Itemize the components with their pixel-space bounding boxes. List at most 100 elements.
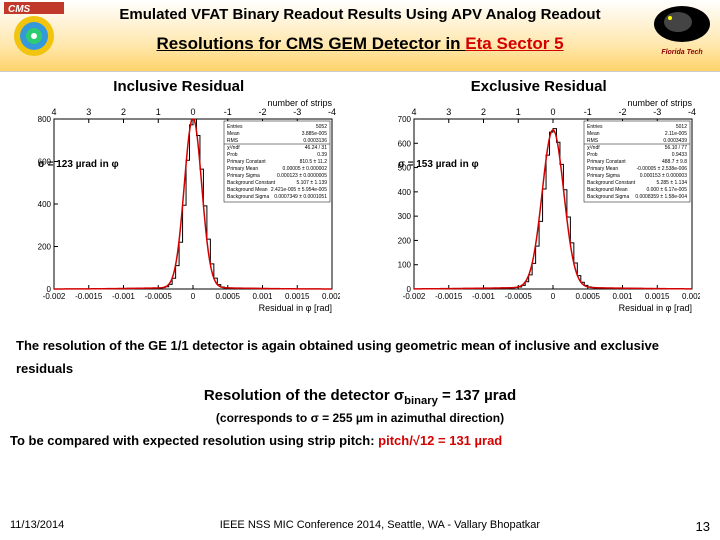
svg-text:0.001: 0.001 <box>252 292 273 301</box>
svg-text:0.00005 ± 0.000002: 0.00005 ± 0.000002 <box>283 166 328 172</box>
svg-text:1: 1 <box>516 107 521 117</box>
svg-text:Entries: Entries <box>587 124 603 130</box>
svg-text:0: 0 <box>550 107 555 117</box>
svg-text:Prob: Prob <box>227 152 238 158</box>
svg-text:Primary Sigma: Primary Sigma <box>227 173 260 179</box>
body-line4: To be compared with expected resolution … <box>10 433 710 448</box>
svg-text:Florida Tech: Florida Tech <box>661 49 702 56</box>
line2-sub: binary <box>404 395 438 407</box>
svg-text:Prob: Prob <box>587 152 598 158</box>
inclusive-title: Inclusive Residual <box>113 78 244 95</box>
svg-text:-0.0005: -0.0005 <box>505 292 533 301</box>
svg-text:2: 2 <box>481 107 486 117</box>
slide-title-1: Emulated VFAT Binary Readout Results Usi… <box>80 6 640 23</box>
svg-text:0.0015: 0.0015 <box>285 292 310 301</box>
slide-footer: 11/13/2014 IEEE NSS MIC Conference 2014,… <box>0 519 720 534</box>
svg-text:Primary Mean: Primary Mean <box>227 166 258 172</box>
footer-conference: IEEE NSS MIC Conference 2014, Seattle, W… <box>220 519 540 534</box>
svg-text:-2: -2 <box>258 107 266 117</box>
svg-text:-0.0015: -0.0015 <box>435 292 463 301</box>
footer-date: 11/13/2014 <box>10 519 64 534</box>
inclusive-chart: 0200400600800-0.002-0.0015-0.001-0.00050… <box>20 97 340 317</box>
svg-text:Background Constant: Background Constant <box>587 180 636 186</box>
svg-text:-0.002: -0.002 <box>43 292 66 301</box>
cms-logo: CMS <box>4 2 64 58</box>
svg-text:RMS: RMS <box>227 138 239 144</box>
svg-text:810.5 ± 11.2: 810.5 ± 11.2 <box>300 159 328 165</box>
svg-text:0.001: 0.001 <box>612 292 633 301</box>
svg-text:CMS: CMS <box>8 4 31 15</box>
svg-text:0.0003439: 0.0003439 <box>663 138 687 144</box>
svg-text:3.885e-005: 3.885e-005 <box>302 131 328 137</box>
svg-text:Background Sigma: Background Sigma <box>227 194 269 200</box>
chart-titles-row: Inclusive Residual Exclusive Residual <box>0 78 720 95</box>
inclusive-sigma-label: σ = 123 µrad in φ <box>38 159 119 170</box>
svg-text:0.0005: 0.0005 <box>576 292 601 301</box>
slide-title-2: Resolutions for CMS GEM Detector in Eta … <box>80 34 640 54</box>
svg-text:Residual in φ [rad]: Residual in φ [rad] <box>619 303 692 313</box>
svg-text:0.0005: 0.0005 <box>216 292 241 301</box>
svg-text:5.107 ± 1.139: 5.107 ± 1.139 <box>296 180 327 186</box>
svg-text:0.0007349 ± 0.0001051: 0.0007349 ± 0.0001051 <box>274 194 327 200</box>
svg-text:3: 3 <box>86 107 91 117</box>
svg-text:600: 600 <box>398 139 412 148</box>
svg-text:-1: -1 <box>584 107 592 117</box>
exclusive-title: Exclusive Residual <box>471 78 607 95</box>
svg-text:0.9433: 0.9433 <box>672 152 688 158</box>
svg-text:700: 700 <box>398 115 412 124</box>
svg-text:-4: -4 <box>328 107 336 117</box>
svg-text:0.002: 0.002 <box>682 292 700 301</box>
svg-text:-0.0005: -0.0005 <box>145 292 173 301</box>
svg-text:56.10 / 77: 56.10 / 77 <box>665 145 687 151</box>
svg-text:-0.0015: -0.0015 <box>75 292 103 301</box>
svg-text:Primary Sigma: Primary Sigma <box>587 173 620 179</box>
svg-text:Primary Constant: Primary Constant <box>227 159 266 165</box>
svg-text:1: 1 <box>156 107 161 117</box>
svg-text:number of strips: number of strips <box>627 98 692 108</box>
svg-text:Primary Mean: Primary Mean <box>587 166 618 172</box>
svg-text:5.285 ± 1.134: 5.285 ± 1.134 <box>656 180 687 186</box>
line2-suffix: = 137 µrad <box>438 387 516 404</box>
svg-text:-0.001: -0.001 <box>112 292 135 301</box>
body-line3: (corresponds to σ = 255 µm in azimuthal … <box>16 411 704 425</box>
svg-text:2: 2 <box>121 107 126 117</box>
svg-text:0.000123 ± 0.0000005: 0.000123 ± 0.0000005 <box>277 173 327 179</box>
line4-prefix: To be compared with expected resolution … <box>10 433 378 448</box>
body-line1: The resolution of the GE 1/1 detector is… <box>16 334 704 381</box>
slide-header: CMS Florida Tech Emulated VFAT Binary Re… <box>0 0 720 72</box>
svg-text:Mean: Mean <box>587 131 600 137</box>
svg-text:800: 800 <box>38 115 52 124</box>
svg-text:Background Mean: Background Mean <box>227 187 268 193</box>
charts-row: 0 200 400 600 800 -0.002 -0.0015 -0.001 -0.0005 0… <box>0 97 720 322</box>
body-line2: Resolution of the detector σbinary = 137… <box>16 387 704 407</box>
svg-text:0.0003136: 0.0003136 <box>303 138 327 144</box>
svg-text:0.39: 0.39 <box>317 152 327 158</box>
svg-text:Primary Constant: Primary Constant <box>587 159 626 165</box>
svg-text:-3: -3 <box>293 107 301 117</box>
svg-text:0.000153 ± 0.000003: 0.000153 ± 0.000003 <box>640 173 687 179</box>
line2-prefix: Resolution of the detector σ <box>204 387 404 404</box>
svg-text:Background Constant: Background Constant <box>227 180 276 186</box>
svg-text:400: 400 <box>398 188 412 197</box>
svg-text:300: 300 <box>398 212 412 221</box>
title2-prefix: Resolutions for CMS GEM Detector in <box>156 34 465 53</box>
svg-text:0: 0 <box>190 107 195 117</box>
florida-tech-logo: Florida Tech <box>648 2 716 58</box>
svg-text:Background Mean: Background Mean <box>587 187 628 193</box>
svg-text:Background Sigma: Background Sigma <box>587 194 629 200</box>
svg-text:400: 400 <box>38 200 52 209</box>
svg-text:46.24 / 31: 46.24 / 31 <box>305 145 327 151</box>
svg-text:0.0015: 0.0015 <box>645 292 670 301</box>
svg-text:χ²/ndf: χ²/ndf <box>227 145 240 151</box>
svg-text:0.000 ± 6.17e-005: 0.000 ± 6.17e-005 <box>646 187 687 193</box>
svg-text:-0.00005 ± 2.538e-006: -0.00005 ± 2.538e-006 <box>636 166 687 172</box>
svg-text:4: 4 <box>411 107 416 117</box>
svg-text:-0.002: -0.002 <box>403 292 426 301</box>
svg-text:200: 200 <box>38 243 52 252</box>
svg-text:number of strips: number of strips <box>267 98 332 108</box>
svg-text:Residual in φ [rad]: Residual in φ [rad] <box>259 303 332 313</box>
inclusive-chart-wrap: 0200400600800-0.002-0.0015-0.001-0.00050… <box>20 97 340 322</box>
svg-text:Mean: Mean <box>227 131 240 137</box>
exclusive-sigma-label: σ = 153 µrad in φ <box>398 159 479 170</box>
title2-highlight: Eta Sector 5 <box>465 34 563 53</box>
